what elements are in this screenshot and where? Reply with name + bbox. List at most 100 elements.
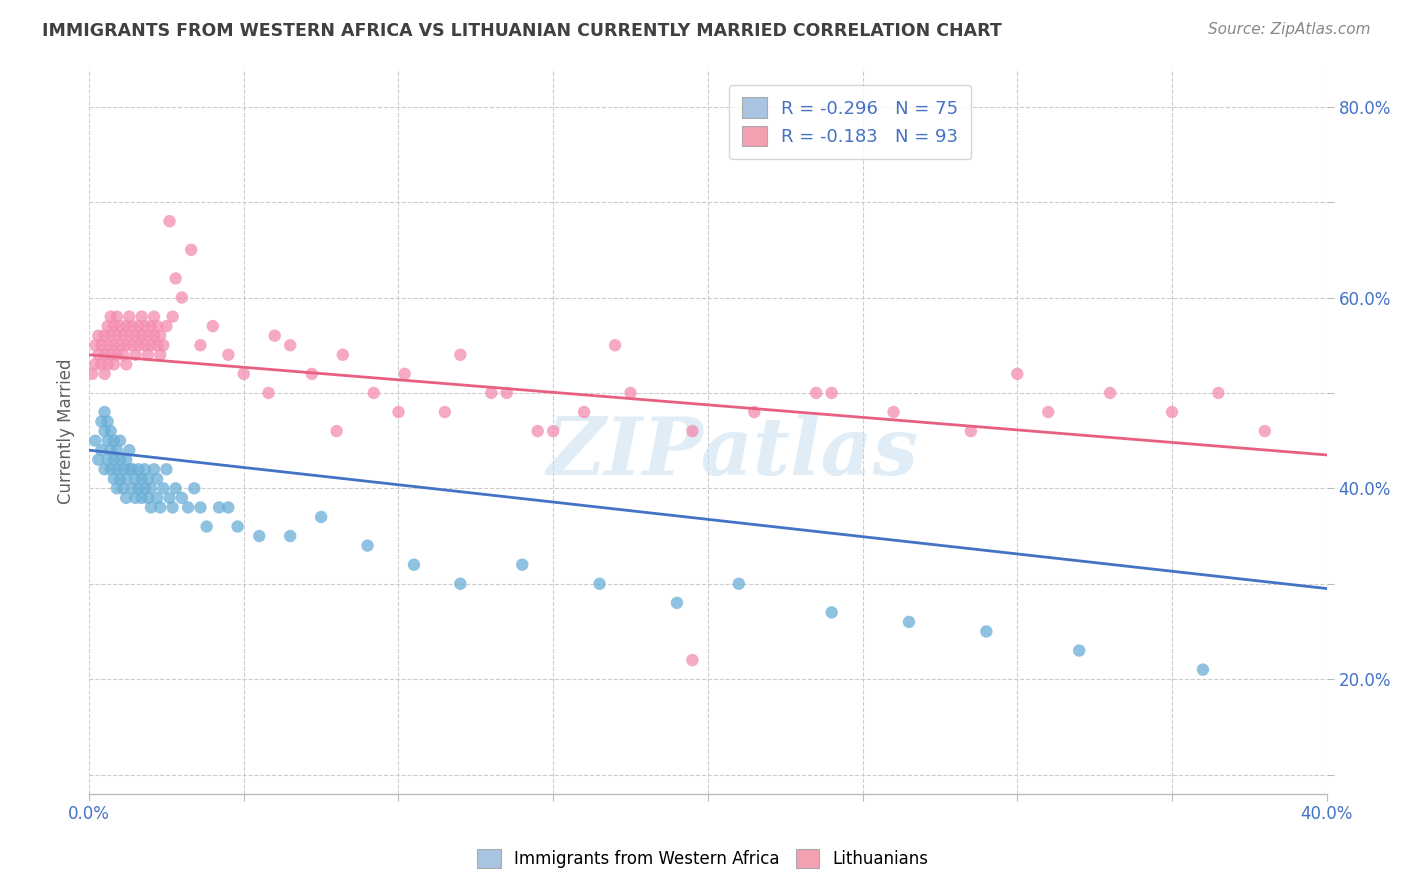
Point [143, 462, 166, 476]
Point [387, 405, 409, 419]
Point [128, 462, 150, 476]
Point [1192, 663, 1215, 677]
Point [149, 348, 172, 362]
Point [121, 481, 143, 495]
Point [134, 338, 156, 352]
Point [103, 338, 125, 352]
Point [131, 472, 153, 486]
Point [136, 348, 159, 362]
Point [108, 319, 131, 334]
Point [394, 367, 416, 381]
Point [87, 452, 110, 467]
Point [155, 319, 177, 334]
Point [112, 328, 135, 343]
Point [87, 348, 110, 362]
Point [139, 500, 162, 515]
Point [93, 462, 115, 476]
Point [134, 481, 156, 495]
Point [217, 500, 239, 515]
Point [105, 328, 128, 343]
Point [93, 405, 115, 419]
Point [136, 328, 159, 343]
Point [278, 338, 301, 352]
Point [332, 348, 354, 362]
Point [159, 491, 181, 505]
Point [97, 434, 120, 448]
Point [97, 415, 120, 429]
Point [108, 434, 131, 448]
Point [108, 452, 131, 467]
Point [84, 357, 107, 371]
Point [82, 367, 104, 381]
Point [103, 319, 125, 334]
Point [90, 415, 112, 429]
Point [146, 472, 169, 486]
Point [136, 472, 159, 486]
Point [541, 424, 564, 438]
Point [100, 348, 122, 362]
Point [105, 443, 128, 458]
Point [146, 338, 169, 352]
Point [143, 328, 166, 343]
Point [681, 653, 703, 667]
Point [100, 462, 122, 476]
Point [124, 328, 146, 343]
Point [93, 367, 115, 381]
Point [247, 529, 270, 543]
Point [131, 328, 153, 343]
Point [402, 558, 425, 572]
Point [97, 319, 120, 334]
Point [115, 452, 138, 467]
Point [619, 386, 641, 401]
Point [217, 348, 239, 362]
Point [1208, 386, 1230, 401]
Point [103, 357, 125, 371]
Point [1161, 405, 1184, 419]
Point [97, 452, 120, 467]
Point [93, 424, 115, 438]
Point [1254, 424, 1277, 438]
Point [162, 310, 184, 324]
Text: Source: ZipAtlas.com: Source: ZipAtlas.com [1208, 22, 1371, 37]
Point [139, 481, 162, 495]
Point [159, 214, 181, 228]
Point [883, 405, 905, 419]
Point [100, 328, 122, 343]
Point [90, 338, 112, 352]
Point [190, 338, 212, 352]
Point [727, 576, 749, 591]
Point [152, 481, 174, 495]
Point [820, 386, 842, 401]
Point [278, 529, 301, 543]
Point [1038, 405, 1060, 419]
Point [170, 291, 193, 305]
Point [195, 519, 218, 533]
Point [84, 338, 107, 352]
Legend: R = -0.296   N = 75, R = -0.183   N = 93: R = -0.296 N = 75, R = -0.183 N = 93 [728, 85, 972, 159]
Point [309, 510, 332, 524]
Point [449, 576, 471, 591]
Point [97, 338, 120, 352]
Point [201, 319, 224, 334]
Point [603, 338, 626, 352]
Point [118, 328, 141, 343]
Point [112, 462, 135, 476]
Point [1069, 643, 1091, 657]
Point [149, 328, 172, 343]
Point [325, 424, 347, 438]
Point [90, 357, 112, 371]
Text: IMMIGRANTS FROM WESTERN AFRICA VS LITHUANIAN CURRENTLY MARRIED CORRELATION CHART: IMMIGRANTS FROM WESTERN AFRICA VS LITHUA… [42, 22, 1002, 40]
Point [108, 338, 131, 352]
Point [134, 319, 156, 334]
Point [90, 443, 112, 458]
Point [118, 462, 141, 476]
Point [232, 367, 254, 381]
Point [208, 500, 231, 515]
Point [115, 319, 138, 334]
Point [118, 443, 141, 458]
Point [183, 481, 205, 495]
Point [165, 271, 187, 285]
Point [665, 596, 688, 610]
Point [115, 491, 138, 505]
Point [121, 319, 143, 334]
